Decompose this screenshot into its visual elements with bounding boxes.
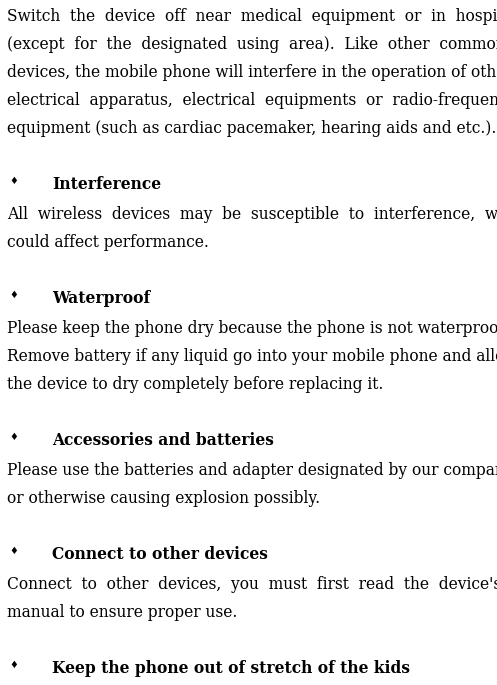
Text: Please use the batteries and adapter designated by our company,: Please use the batteries and adapter des… [7, 462, 497, 479]
Text: could affect performance.: could affect performance. [7, 234, 209, 251]
Text: Waterproof: Waterproof [52, 290, 150, 307]
Text: Switch  the  device  off  near  medical  equipment  or  in  hospital: Switch the device off near medical equip… [7, 8, 497, 25]
Text: Keep the phone out of stretch of the kids: Keep the phone out of stretch of the kid… [52, 660, 410, 677]
Text: Remove battery if any liquid go into your mobile phone and allow: Remove battery if any liquid go into you… [7, 348, 497, 365]
Text: electrical  apparatus,  electrical  equipments  or  radio-frequency: electrical apparatus, electrical equipme… [7, 92, 497, 109]
Text: equipment (such as cardiac pacemaker, hearing aids and etc.).: equipment (such as cardiac pacemaker, he… [7, 120, 497, 137]
Text: ♦: ♦ [9, 547, 18, 556]
Text: ♦: ♦ [9, 177, 18, 186]
Text: Please keep the phone dry because the phone is not waterproofed.: Please keep the phone dry because the ph… [7, 320, 497, 337]
Text: Connect to other devices: Connect to other devices [52, 546, 268, 563]
Text: Accessories and batteries: Accessories and batteries [52, 432, 274, 449]
Text: manual to ensure proper use.: manual to ensure proper use. [7, 604, 238, 621]
Text: All  wireless  devices  may  be  susceptible  to  interference,  which: All wireless devices may be susceptible … [7, 206, 497, 223]
Text: (except  for  the  designated  using  area).  Like  other  common: (except for the designated using area). … [7, 36, 497, 53]
Text: or otherwise causing explosion possibly.: or otherwise causing explosion possibly. [7, 490, 320, 507]
Text: the device to dry completely before replacing it.: the device to dry completely before repl… [7, 376, 383, 393]
Text: ♦: ♦ [9, 433, 18, 442]
Text: Connect  to  other  devices,  you  must  first  read  the  device's  user: Connect to other devices, you must first… [7, 576, 497, 593]
Text: devices, the mobile phone will interfere in the operation of other: devices, the mobile phone will interfere… [7, 64, 497, 81]
Text: Interference: Interference [52, 176, 161, 193]
Text: ♦: ♦ [9, 661, 18, 670]
Text: ♦: ♦ [9, 291, 18, 300]
